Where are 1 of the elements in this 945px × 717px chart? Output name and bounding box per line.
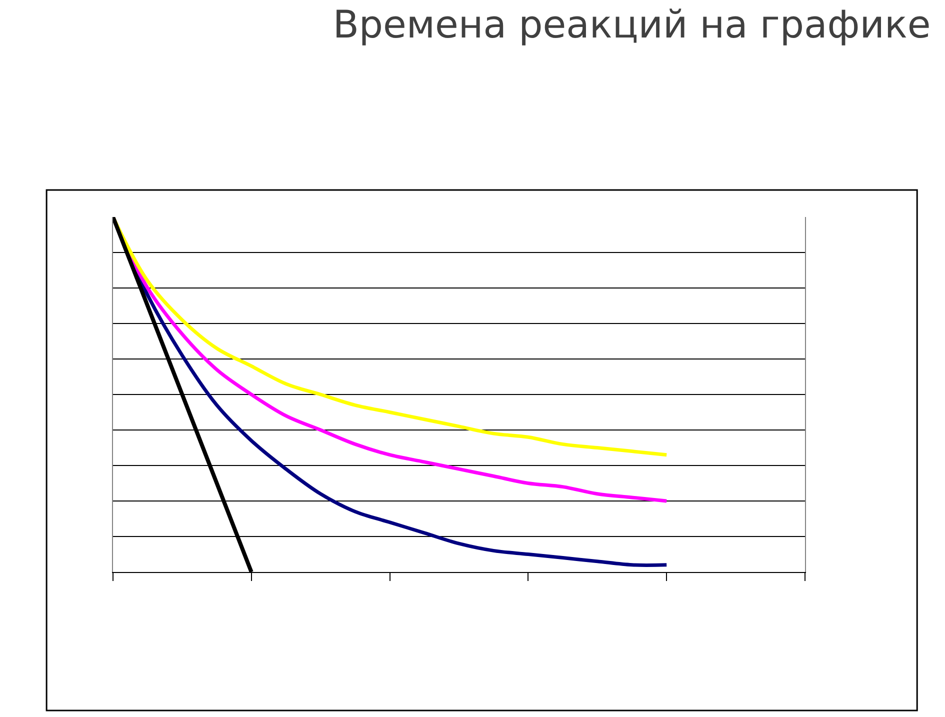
chart-title: Времена реакций на графике (332, 2, 931, 46)
